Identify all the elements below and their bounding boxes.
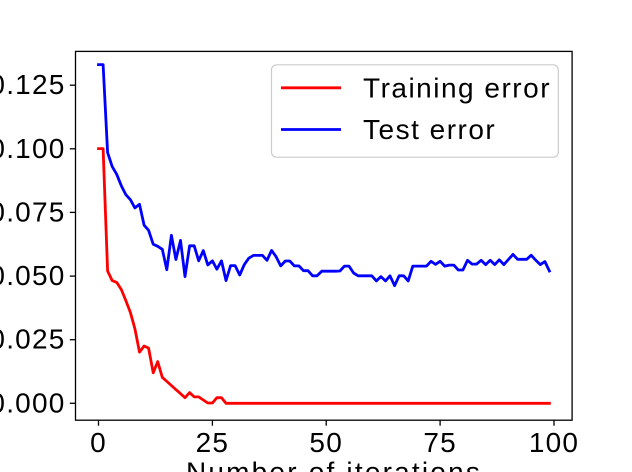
svg-text:Number of iterations: Number of iterations [186, 457, 482, 472]
svg-text:0.075: 0.075 [0, 196, 66, 227]
svg-text:50: 50 [309, 427, 343, 458]
svg-text:75: 75 [423, 427, 457, 458]
svg-text:0.050: 0.050 [0, 260, 66, 291]
svg-text:0: 0 [90, 427, 107, 458]
svg-text:0.125: 0.125 [0, 69, 66, 100]
svg-text:100: 100 [529, 427, 579, 458]
svg-text:Test error: Test error [363, 114, 496, 145]
svg-text:Training error: Training error [363, 73, 551, 104]
svg-text:0.100: 0.100 [0, 133, 66, 164]
svg-text:0.025: 0.025 [0, 324, 66, 355]
svg-text:25: 25 [196, 427, 230, 458]
svg-text:0.000: 0.000 [0, 387, 66, 418]
